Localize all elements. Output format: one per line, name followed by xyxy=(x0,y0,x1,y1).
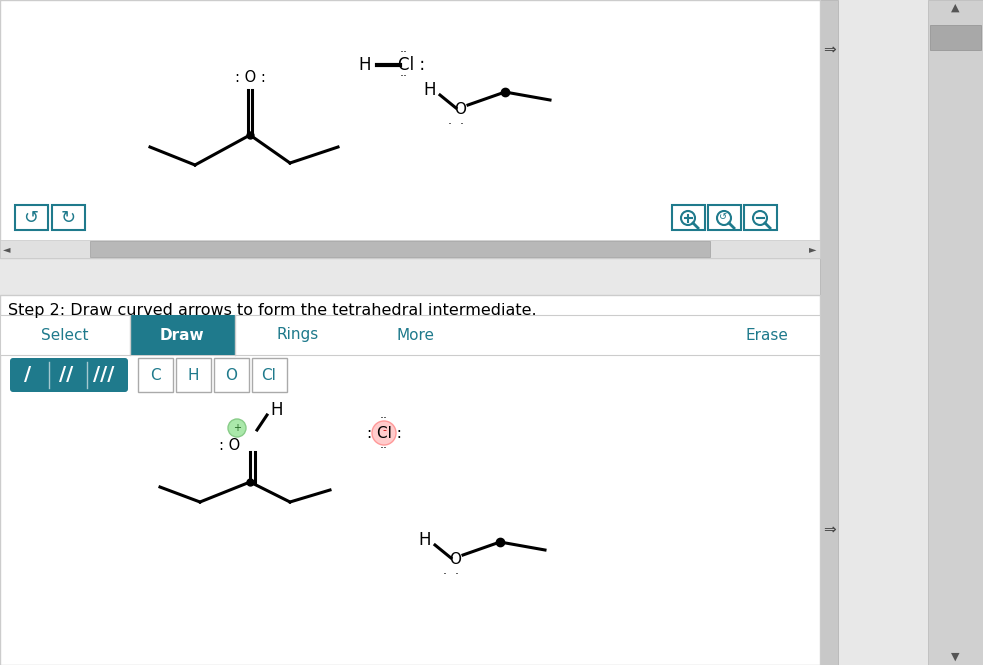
Text: C: C xyxy=(149,368,160,382)
Bar xyxy=(0,0,820,258)
Bar xyxy=(0,295,820,665)
Bar xyxy=(0,240,820,258)
Text: ··: ·· xyxy=(400,47,408,59)
Bar xyxy=(130,315,235,355)
Text: H: H xyxy=(187,368,199,382)
Text: ▼: ▼ xyxy=(951,652,959,662)
Text: Erase: Erase xyxy=(745,327,788,342)
Text: More: More xyxy=(397,327,435,342)
Text: ··: ·· xyxy=(380,412,388,426)
Bar xyxy=(90,241,710,257)
Text: ··: ·· xyxy=(380,442,388,456)
Bar xyxy=(15,205,48,230)
Text: H: H xyxy=(359,56,372,74)
Text: ⇒: ⇒ xyxy=(823,523,836,537)
Bar xyxy=(252,358,287,392)
Bar xyxy=(708,205,741,230)
Circle shape xyxy=(681,211,695,225)
Text: O: O xyxy=(449,553,461,567)
Text: ↺: ↺ xyxy=(719,212,727,222)
Text: Cl :: Cl : xyxy=(398,56,426,74)
Text: Rings: Rings xyxy=(277,327,319,342)
Text: ··: ·· xyxy=(400,70,408,84)
Bar xyxy=(176,358,211,392)
Text: Select: Select xyxy=(41,327,88,342)
Circle shape xyxy=(753,211,767,225)
FancyBboxPatch shape xyxy=(10,358,128,392)
Bar xyxy=(214,358,249,392)
Bar xyxy=(820,0,838,665)
Text: ·  ·: · · xyxy=(448,118,464,130)
Text: ///: /// xyxy=(93,366,115,384)
Circle shape xyxy=(717,211,731,225)
Bar xyxy=(928,0,983,665)
Text: ·  ·: · · xyxy=(443,567,459,581)
Text: ◄: ◄ xyxy=(3,244,11,254)
Text: H: H xyxy=(419,531,432,549)
Bar xyxy=(0,315,820,355)
Text: : Cl :: : Cl : xyxy=(367,426,402,440)
Text: +: + xyxy=(233,423,241,433)
Text: -: - xyxy=(382,425,386,435)
Text: Step 2: Draw curved arrows to form the tetrahedral intermediate.: Step 2: Draw curved arrows to form the t… xyxy=(8,303,537,317)
Text: ↺: ↺ xyxy=(24,209,38,227)
Text: //: // xyxy=(59,366,73,384)
Text: /: / xyxy=(25,366,31,384)
Text: : O :: : O : xyxy=(235,70,265,84)
Circle shape xyxy=(372,421,396,445)
Circle shape xyxy=(228,419,246,437)
Bar xyxy=(138,358,173,392)
Bar xyxy=(672,205,705,230)
Text: ▲: ▲ xyxy=(951,3,959,13)
Bar xyxy=(930,25,981,50)
Text: ↻: ↻ xyxy=(60,209,76,227)
Bar xyxy=(52,205,85,230)
Text: H: H xyxy=(270,401,283,419)
Text: Cl: Cl xyxy=(261,368,276,382)
Text: O: O xyxy=(454,102,466,118)
Text: ►: ► xyxy=(809,244,817,254)
Text: O: O xyxy=(225,368,237,382)
Text: : O: : O xyxy=(219,438,241,452)
Bar xyxy=(744,205,777,230)
Text: Draw: Draw xyxy=(159,327,204,342)
Text: ⇒: ⇒ xyxy=(823,43,836,57)
Text: H: H xyxy=(424,81,436,99)
